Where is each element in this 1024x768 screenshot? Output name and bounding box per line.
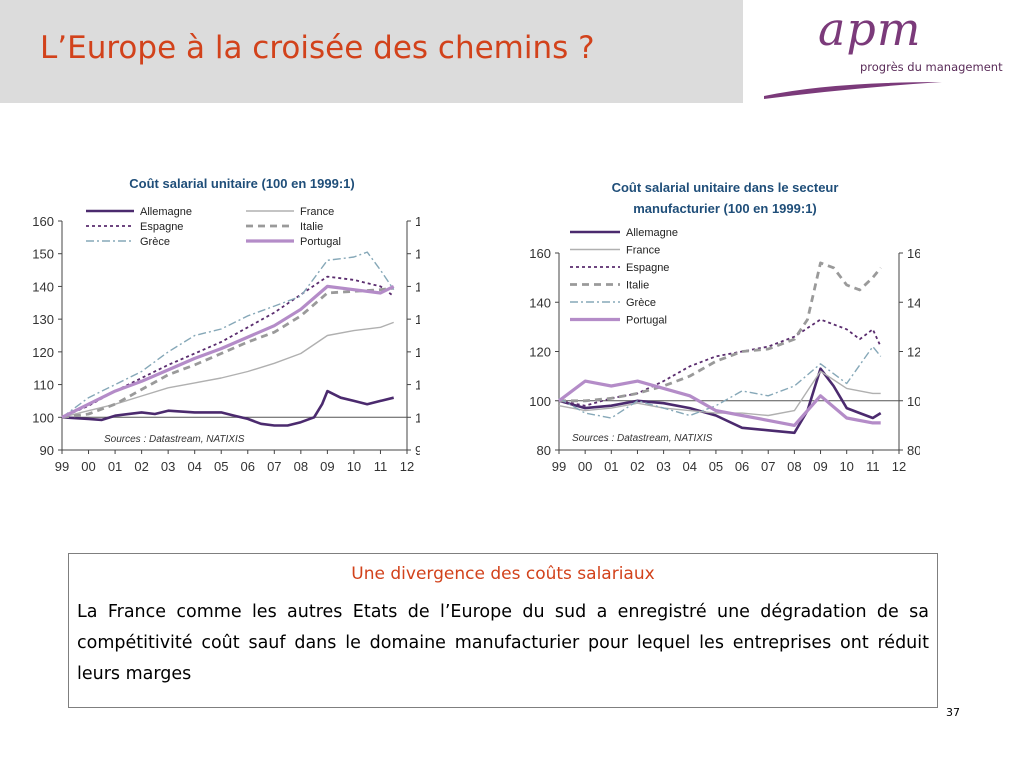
chart-left-y-tick-label-right: 90 — [415, 443, 420, 458]
chart-right-legend-label-grece: Grèce — [626, 297, 656, 309]
chart-left-y-tick-label-left: 120 — [32, 345, 54, 360]
chart-right-x-tick-label: 06 — [735, 459, 749, 474]
commentary-heading: Une divergence des coûts salariaux — [351, 564, 655, 584]
chart-right-title-line: Coût salarial unitaire dans le secteur — [612, 180, 839, 195]
chart-right-series-allemagne — [558, 367, 882, 435]
chart-right-legend-label-espagne: Espagne — [626, 262, 669, 274]
chart-left-series-allemagne — [61, 389, 395, 427]
logo-tagline: progrès du management — [860, 60, 1003, 74]
page-number: 37 — [946, 706, 960, 719]
chart-right-x-tick-label: 05 — [709, 459, 723, 474]
chart-right-legend-label-france: France — [626, 245, 660, 257]
chart-left-x-tick-label: 06 — [241, 459, 255, 474]
chart-right-series-portugal — [558, 379, 881, 427]
chart-left-y-tick-label-left: 90 — [40, 443, 54, 458]
chart-left: Coût salarial unitaire (100 en 1999:1) 90… — [32, 176, 420, 474]
slide-title: L’Europe à la croisée des chemins ? — [40, 30, 595, 66]
chart-right-x-tick-label: 04 — [683, 459, 697, 474]
chart-left-y-tick-label-right: 150 — [415, 247, 420, 262]
commentary-box: Une divergence des coûts salariaux La Fr… — [68, 553, 938, 708]
chart-left-y-tick-label-left: 140 — [32, 279, 54, 294]
chart-left-y-tick-label-right: 130 — [415, 312, 420, 327]
chart-left-y-tick-label-left: 130 — [32, 312, 54, 327]
chart-left-x-tick-label: 07 — [267, 459, 281, 474]
chart-right-x-tick-label: 99 — [552, 459, 566, 474]
chart-left-y-tick-label-left: 100 — [32, 410, 54, 425]
chart-right-x-tick-label: 07 — [761, 459, 775, 474]
chart-left-x-tick-label: 00 — [81, 459, 95, 474]
chart-left-y-tick-label-left: 160 — [32, 214, 54, 229]
chart-left-y-tick-label-left: 150 — [32, 247, 54, 262]
chart-left-x-tick-label: 03 — [161, 459, 175, 474]
chart-right-x-tick-label: 03 — [656, 459, 670, 474]
chart-left-x-tick-label: 08 — [294, 459, 308, 474]
chart-right-y-tick-label-right: 120 — [907, 345, 920, 360]
chart-left-x-tick-label: 12 — [400, 459, 414, 474]
chart-left-legend-label-france: France — [300, 206, 334, 218]
chart-left-y-tick-label-right: 160 — [415, 214, 420, 229]
chart-right-x-tick-label: 01 — [604, 459, 618, 474]
chart-left-x-tick-label: 05 — [214, 459, 228, 474]
chart-left-x-tick-label: 02 — [134, 459, 148, 474]
chart-left-legend-label-grece: Grèce — [140, 236, 170, 248]
chart-left-legend-label-allemagne: Allemagne — [140, 206, 192, 218]
chart-right: Coût salarial unitaire dans le secteur ma… — [529, 180, 920, 474]
chart-right-legend-label-italie: Italie — [626, 280, 649, 292]
chart-right-legend-label-portugal: Portugal — [626, 315, 667, 327]
title-band — [0, 0, 743, 103]
chart-left-y-tick-label-left: 110 — [33, 378, 54, 393]
chart-left-x-tick-label: 04 — [187, 459, 201, 474]
chart-left-legend-label-italie: Italie — [300, 221, 323, 233]
chart-right-y-tick-label-left: 80 — [537, 443, 551, 458]
logo-wordmark: apm — [818, 2, 922, 56]
chart-right-legend-label-allemagne: Allemagne — [626, 227, 678, 239]
chart-left-title-line: Coût salarial unitaire (100 en 1999:1) — [129, 176, 354, 191]
chart-right-series-grece — [558, 345, 882, 419]
chart-left-x-tick-label: 10 — [347, 459, 361, 474]
chart-left-series-grece — [61, 251, 395, 418]
chart-right-y-tick-label-right: 80 — [907, 443, 920, 458]
chart-right-x-tick-label: 12 — [892, 459, 906, 474]
chart-right-x-tick-label: 10 — [839, 459, 853, 474]
chart-right-source-note: Sources : Datastream, NATIXIS — [572, 433, 713, 444]
chart-left-y-tick-label-right: 140 — [415, 279, 420, 294]
chart-right-series-espagne — [558, 318, 882, 407]
chart-left-y-tick-label-right: 100 — [415, 410, 420, 425]
chart-left-legend-label-portugal: Portugal — [300, 236, 341, 248]
chart-right-y-tick-label-left: 120 — [529, 345, 551, 360]
chart-right-y-tick-label-left: 140 — [529, 295, 551, 310]
chart-left-source-note: Sources : Datastream, NATIXIS — [104, 434, 245, 445]
chart-right-title-line: manufacturier (100 en 1999:1) — [633, 201, 817, 216]
chart-left-x-tick-label: 01 — [108, 459, 122, 474]
chart-right-x-tick-label: 02 — [630, 459, 644, 474]
chart-right-series-italie — [559, 261, 882, 403]
logo-swoosh-icon — [764, 82, 942, 99]
commentary-body: La France comme les autres Etats de l’Eu… — [77, 602, 929, 684]
chart-right-y-tick-label-left: 160 — [529, 246, 551, 261]
chart-left-x-tick-label: 11 — [374, 459, 388, 474]
chart-left-x-tick-label: 99 — [55, 459, 69, 474]
chart-right-y-tick-label-right: 140 — [907, 295, 920, 310]
chart-left-legend-label-espagne: Espagne — [140, 221, 183, 233]
chart-left-series-portugal — [61, 284, 395, 419]
chart-left-x-tick-label: 09 — [320, 459, 334, 474]
chart-right-x-tick-label: 00 — [578, 459, 592, 474]
chart-right-y-tick-label-right: 100 — [907, 394, 920, 409]
chart-left-series-france — [61, 321, 394, 418]
chart-left-series-italie — [61, 286, 394, 419]
chart-right-y-tick-label-right: 160 — [907, 246, 920, 261]
chart-right-x-tick-label: 08 — [787, 459, 801, 474]
chart-left-y-tick-label-right: 110 — [415, 378, 420, 393]
chart-right-x-tick-label: 11 — [866, 459, 880, 474]
apm-logo: apm progrès du management — [760, 2, 1010, 99]
chart-right-series-france — [558, 370, 881, 417]
chart-right-y-tick-label-left: 100 — [529, 394, 551, 409]
chart-right-x-tick-label: 09 — [813, 459, 827, 474]
chart-left-y-tick-label-right: 120 — [415, 345, 420, 360]
